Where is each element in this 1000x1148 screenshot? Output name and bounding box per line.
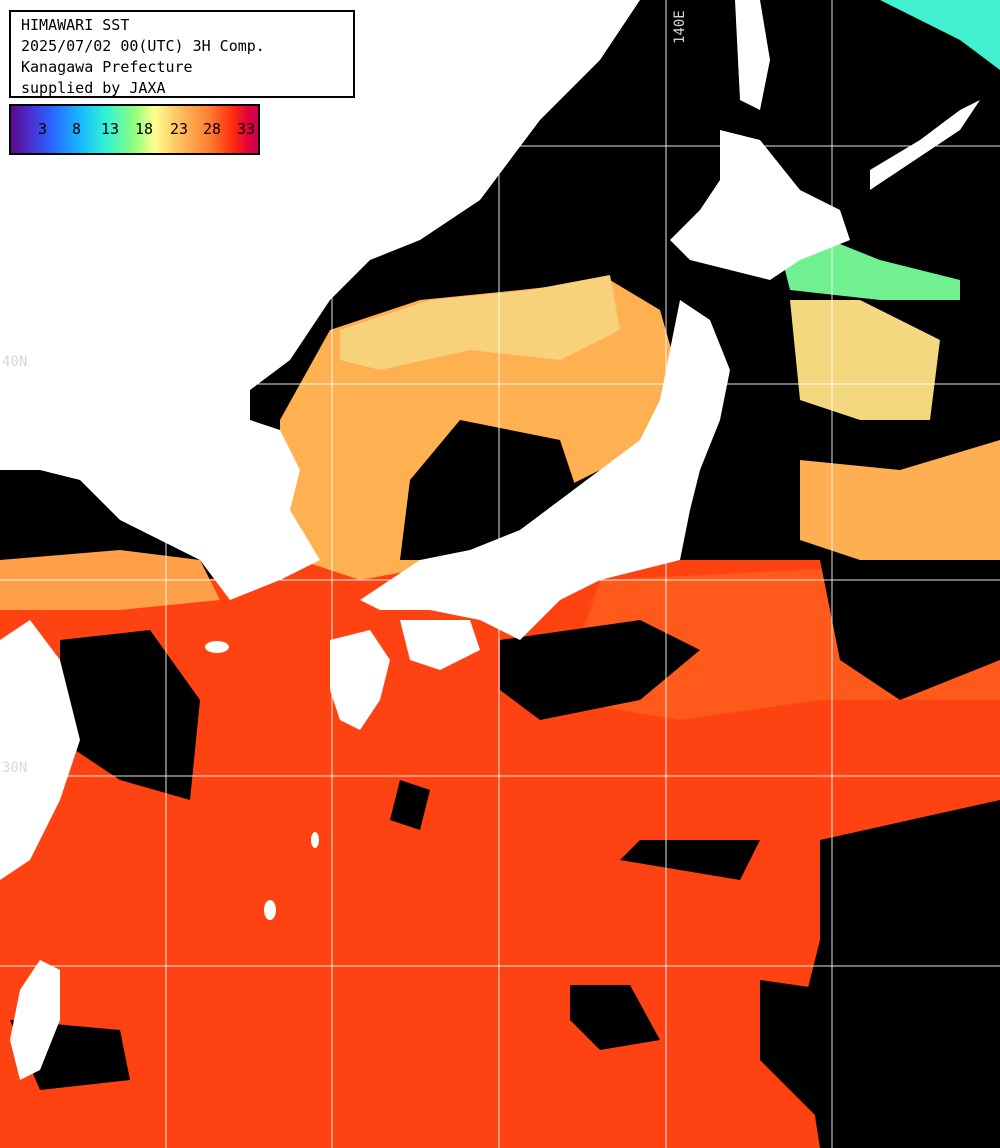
legend-tick: 18 (135, 120, 154, 138)
legend-tick: 13 (101, 120, 120, 138)
sea-okhotsk-cold (780, 240, 960, 300)
lon-label-140e: 140E (672, 10, 688, 44)
title-line-datetime: 2025/07/02 00(UTC) 3H Comp. (21, 37, 265, 55)
lat-label-30n: 30N (2, 760, 27, 776)
sea-north-cyan (880, 0, 1000, 70)
land-sakhalin (735, 0, 770, 110)
title-line-product: HIMAWARI SST (21, 16, 130, 34)
title-line-credit: supplied by JAXA (21, 79, 166, 97)
land-taiwan (10, 960, 60, 1080)
title-line-prefecture: Kanagawa Prefecture (21, 58, 193, 76)
land-kuril (870, 100, 980, 190)
legend-tick: 3 (38, 120, 48, 138)
land-kyushu (330, 630, 390, 730)
land-china-east (0, 620, 80, 880)
legend-tick: 33 (237, 120, 256, 138)
color-scale-legend: 3 8 13 18 23 28 33 (9, 104, 260, 155)
legend-tick: 8 (72, 120, 82, 138)
map-title-box: HIMAWARI SST 2025/07/02 00(UTC) 3H Comp.… (9, 10, 355, 98)
land-shikoku (400, 620, 480, 670)
sea-pacific-north-cool (790, 300, 940, 420)
sea-of-japan-north (340, 275, 620, 370)
legend-tick: 28 (203, 120, 222, 138)
sea-pacific-north (800, 440, 1000, 560)
lat-label-40n: 40N (2, 354, 27, 370)
land-hokkaido (670, 130, 850, 280)
land-honshu (360, 300, 730, 640)
legend-tick: 23 (170, 120, 189, 138)
